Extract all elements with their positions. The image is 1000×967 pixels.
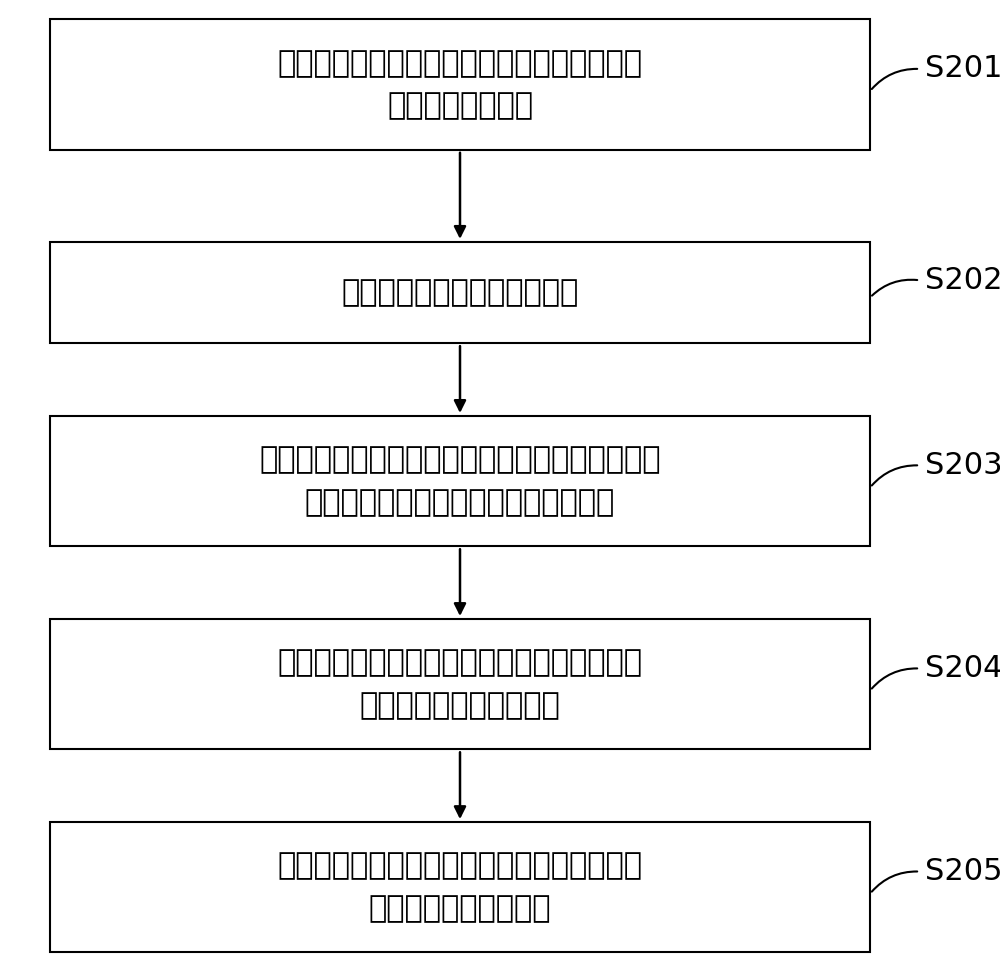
Text: 基于对账差异数据对对账信息进行差异核对处
理，得到对账核对数据: 基于对账差异数据对对账信息进行差异核对处 理，得到对账核对数据 <box>277 851 642 923</box>
Text: 基于对账信息构建对账保单池: 基于对账信息构建对账保单池 <box>341 278 579 307</box>
Bar <box>50 619 870 749</box>
Text: S205: S205 <box>925 857 1000 886</box>
Text: S203: S203 <box>925 451 1000 480</box>
Bar <box>50 19 870 150</box>
Text: 基于目标对账方案对应对保单池进行差异解析
处理，得到对账差异数据: 基于目标对账方案对应对保单池进行差异解析 处理，得到对账差异数据 <box>277 648 642 720</box>
Bar <box>50 416 870 546</box>
Bar <box>50 822 870 952</box>
Text: S204: S204 <box>925 654 1000 683</box>
Text: 获取对账信息，并通过对账信息的文本数据量
确定目标对账方案: 获取对账信息，并通过对账信息的文本数据量 确定目标对账方案 <box>277 48 642 121</box>
Text: 对本地对账保单池以及渠道对账保单池内的全部对
账信息进行合并处理，得到应对保单池: 对本地对账保单池以及渠道对账保单池内的全部对 账信息进行合并处理，得到应对保单池 <box>259 445 661 517</box>
Bar <box>50 242 870 343</box>
Text: S202: S202 <box>925 266 1000 295</box>
Text: S201: S201 <box>925 54 1000 83</box>
